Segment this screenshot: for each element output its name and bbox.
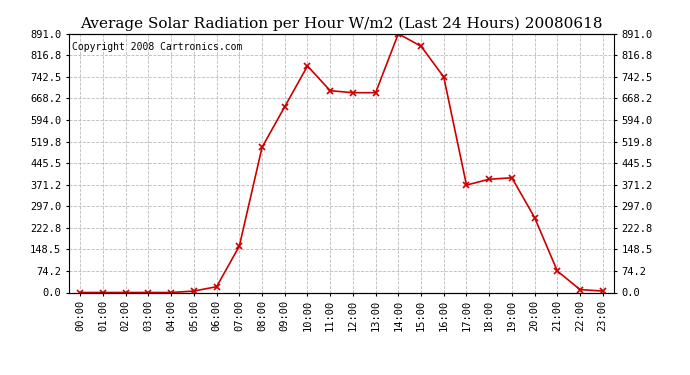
Text: Copyright 2008 Cartronics.com: Copyright 2008 Cartronics.com [72,42,242,51]
Title: Average Solar Radiation per Hour W/m2 (Last 24 Hours) 20080618: Average Solar Radiation per Hour W/m2 (L… [80,17,603,31]
